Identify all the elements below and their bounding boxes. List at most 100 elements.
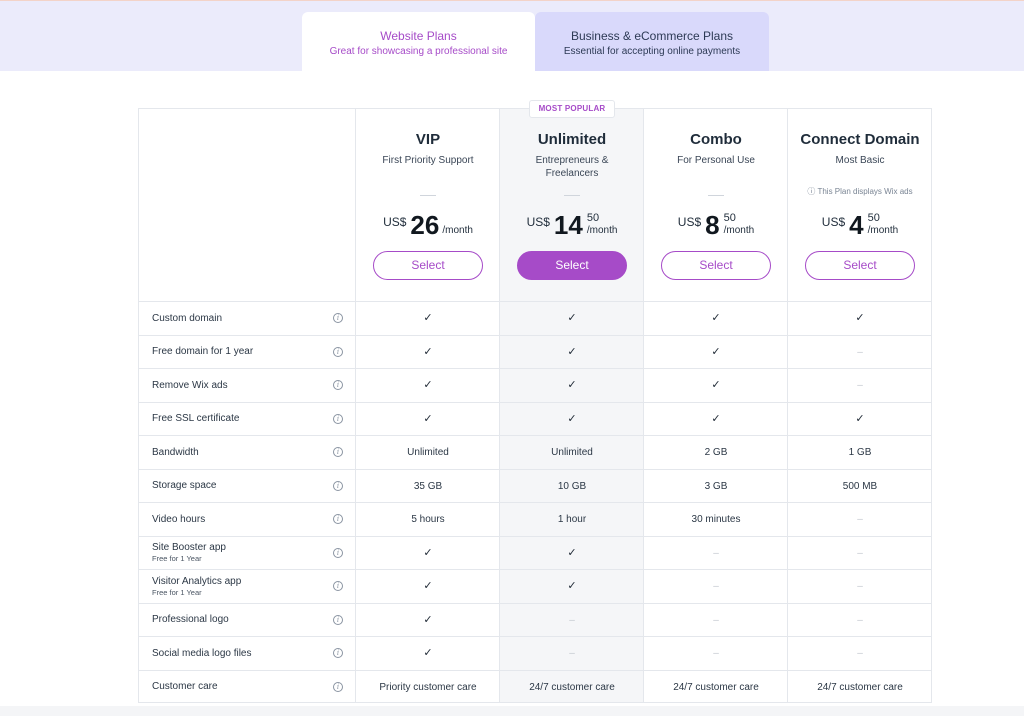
select-connect-domain-button[interactable]: Select bbox=[805, 251, 915, 280]
column-divider bbox=[355, 109, 356, 702]
feature-row: Free SSL certificate i ✓ ✓ ✓ ✓ bbox=[139, 401, 931, 436]
select-unlimited-button[interactable]: Select bbox=[517, 251, 627, 280]
info-icon[interactable]: i bbox=[333, 648, 343, 658]
check-icon: ✓ bbox=[567, 379, 577, 391]
feature-label-group: Free domain for 1 year bbox=[152, 336, 253, 369]
feature-label-group: Social media logo files bbox=[152, 637, 252, 670]
check-icon: ✓ bbox=[567, 412, 577, 425]
info-icon[interactable]: i bbox=[333, 480, 343, 491]
check-icon: ✓ bbox=[423, 613, 433, 626]
price-currency: US$ bbox=[821, 215, 846, 229]
feature-label: Customer care bbox=[152, 681, 218, 692]
feature-label-group: Bandwidth bbox=[152, 436, 199, 469]
feature-value: 24/7 customer care bbox=[817, 681, 903, 693]
not-included-dash: – bbox=[857, 648, 863, 659]
feature-value: 2 GB bbox=[704, 447, 728, 458]
tab-business-ecommerce-plans[interactable]: Business & eCommerce Plans Essential for… bbox=[535, 12, 769, 71]
feature-value: Priority customer care bbox=[379, 681, 477, 693]
price-period: /month bbox=[867, 225, 899, 236]
feature-row: Professional logo i ✓ – – – bbox=[139, 602, 931, 636]
price-currency: US$ bbox=[526, 215, 550, 229]
plan-card-unlimited: Unlimited Entrepreneurs & Freelancers US$ 1… bbox=[500, 109, 644, 301]
feature-sublabel: Free for 1 Year bbox=[152, 587, 202, 597]
not-included-dash: – bbox=[569, 648, 575, 659]
price-amount: 8 bbox=[705, 210, 720, 240]
info-icon[interactable]: i bbox=[333, 313, 343, 323]
info-icon[interactable]: i bbox=[333, 614, 343, 625]
price-cents-period: 50/month bbox=[868, 212, 899, 237]
feature-row: Bandwidth i Unlimited Unlimited 2 GB 1 GB bbox=[139, 435, 931, 468]
info-icon[interactable]: i bbox=[333, 547, 343, 558]
check-icon: ✓ bbox=[423, 312, 433, 324]
plan-description: For Personal Use bbox=[677, 155, 755, 166]
tab-business-plans-title: Business & eCommerce Plans bbox=[570, 29, 734, 43]
feature-row: Site Booster app Free for 1 Year i ✓ ✓ – – bbox=[139, 535, 931, 569]
most-popular-badge: MOST POPULAR bbox=[529, 100, 615, 118]
price-currency: US$ bbox=[677, 215, 702, 229]
feature-row: Free domain for 1 year i ✓ ✓ ✓ – bbox=[139, 334, 931, 369]
select-combo-button[interactable]: Select bbox=[661, 251, 771, 280]
plan-description: First Priority Support bbox=[382, 155, 474, 166]
tab-website-plans-subtitle: Great for showcasing a professional site bbox=[329, 46, 508, 57]
feature-row: Video hours i 5 hours 1 hour 30 minutes – bbox=[139, 502, 931, 535]
tab-website-plans[interactable]: Website Plans Great for showcasing a pro… bbox=[302, 12, 535, 71]
plan-card-connect-domain: Connect Domain Most Basic ⓘ This Plan disp… bbox=[788, 109, 932, 301]
plan-price: US$ 14 50/month bbox=[500, 209, 644, 243]
check-icon: ✓ bbox=[423, 345, 433, 358]
column-divider bbox=[787, 109, 788, 702]
feature-value: 3 GB bbox=[704, 480, 728, 492]
feature-label-group: Remove Wix ads bbox=[152, 369, 228, 402]
plan-card-vip: VIP First Priority Support US$ 26/month Sele… bbox=[356, 109, 500, 301]
feature-label-group: Storage space bbox=[152, 470, 217, 503]
feature-row: Customer care i Priority customer care 24/7… bbox=[139, 669, 931, 704]
feature-value: Unlimited bbox=[407, 447, 449, 458]
feature-label: Storage space bbox=[152, 480, 217, 491]
plan-description: Most Basic bbox=[835, 155, 885, 166]
info-icon[interactable]: i bbox=[333, 447, 343, 457]
check-icon: ✓ bbox=[423, 647, 433, 659]
info-icon[interactable]: i bbox=[333, 681, 343, 692]
check-icon: ✓ bbox=[711, 412, 721, 425]
check-icon: ✓ bbox=[423, 546, 433, 559]
tab-website-plans-title: Website Plans bbox=[380, 29, 457, 43]
check-icon: ✓ bbox=[711, 345, 721, 358]
plan-divider bbox=[708, 195, 724, 196]
feature-label: Visitor Analytics app bbox=[152, 575, 242, 587]
plan-name: Unlimited bbox=[537, 131, 607, 148]
not-included-dash: – bbox=[713, 648, 719, 659]
info-icon[interactable]: i bbox=[333, 346, 343, 357]
feature-value: 5 hours bbox=[411, 514, 445, 525]
check-icon: ✓ bbox=[567, 546, 577, 559]
feature-label: Custom domain bbox=[152, 312, 223, 324]
feature-sublabel: Free for 1 Year bbox=[152, 554, 202, 563]
feature-row: Visitor Analytics app Free for 1 Year i ✓ ✓ –… bbox=[139, 569, 931, 602]
select-vip-button[interactable]: Select bbox=[373, 251, 483, 280]
plan-divider bbox=[420, 195, 436, 196]
check-icon: ✓ bbox=[423, 412, 433, 425]
price-period: /month bbox=[442, 225, 473, 236]
plan-divider bbox=[564, 195, 580, 196]
info-icon[interactable]: i bbox=[333, 380, 343, 390]
plan-comparison-table: MOST POPULAR VIP First Priority Support US… bbox=[138, 100, 932, 704]
check-icon: ✓ bbox=[567, 345, 577, 358]
tab-business-plans-subtitle: Essential for accepting online payments bbox=[563, 46, 741, 57]
feature-value: 1 hour bbox=[557, 514, 587, 525]
feature-value: 24/7 customer care bbox=[529, 681, 615, 693]
feature-label-group: Visitor Analytics app Free for 1 Year bbox=[152, 570, 241, 603]
price-period: /month bbox=[723, 225, 755, 236]
feature-label-group: Customer care bbox=[152, 671, 218, 704]
info-icon[interactable]: i bbox=[333, 581, 343, 591]
feature-value: 24/7 customer care bbox=[673, 681, 759, 693]
price-cents: 50 bbox=[867, 212, 880, 224]
info-icon[interactable]: i bbox=[333, 413, 343, 424]
price-amount: 26 bbox=[410, 210, 440, 240]
page-footer-strip bbox=[0, 706, 1024, 716]
plan-price: US$ 26/month bbox=[356, 209, 500, 243]
check-icon: ✓ bbox=[423, 580, 433, 592]
plan-card-combo: Combo For Personal Use US$ 8 50/month Select bbox=[644, 109, 788, 301]
feature-label-group: Free SSL certificate bbox=[152, 403, 239, 436]
not-included-dash: – bbox=[857, 380, 863, 391]
feature-row: Storage space i 35 GB 10 GB 3 GB 500 MB bbox=[139, 468, 931, 503]
info-icon[interactable]: i bbox=[333, 514, 343, 524]
check-icon: ✓ bbox=[855, 312, 865, 324]
